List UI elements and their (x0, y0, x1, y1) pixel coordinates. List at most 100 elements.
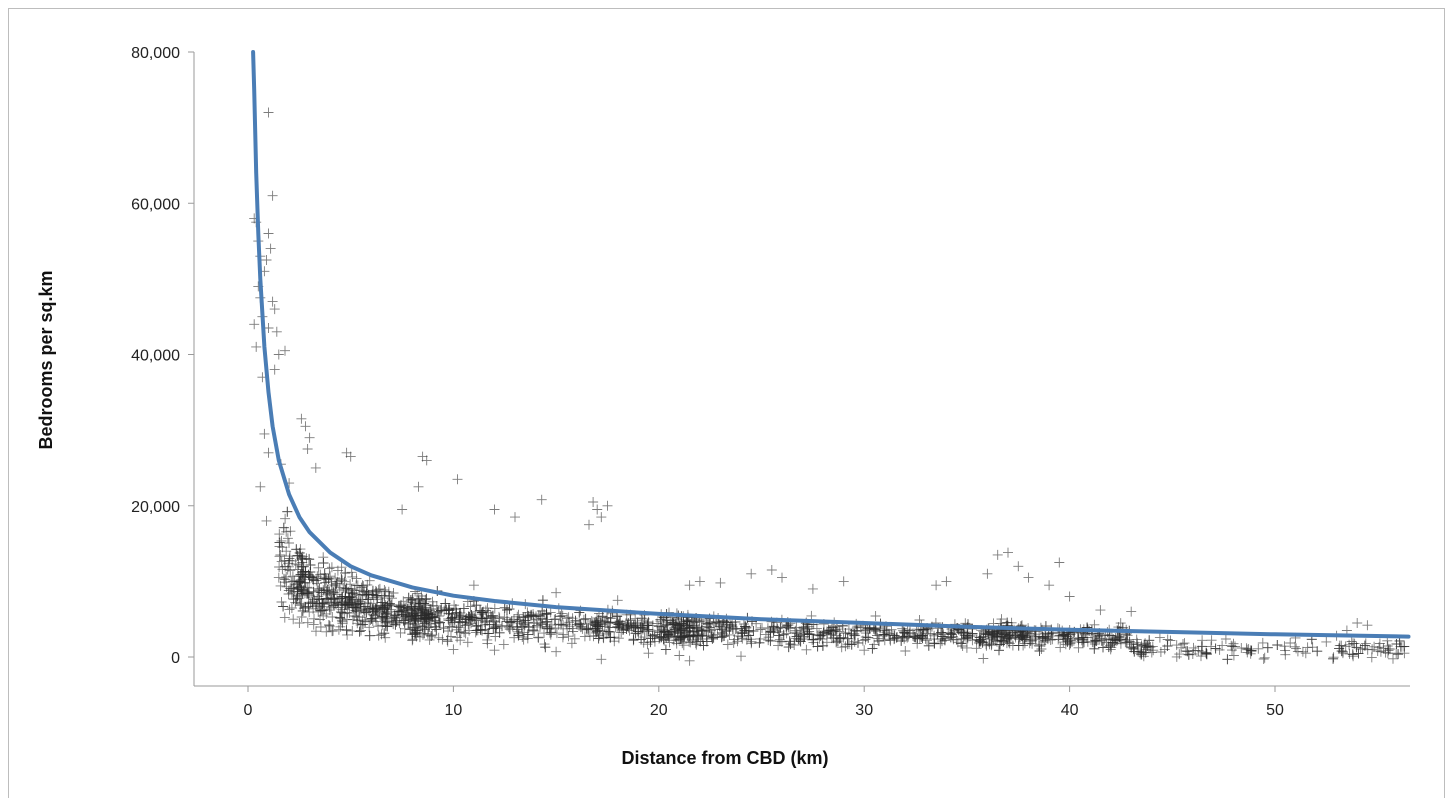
data-point (417, 451, 428, 462)
data-point (555, 611, 566, 622)
data-point (1336, 646, 1347, 657)
data-point (1095, 605, 1106, 616)
data-point (263, 447, 274, 458)
data-point (371, 605, 382, 616)
data-point (278, 522, 289, 533)
data-point (1236, 643, 1247, 653)
data-point (716, 623, 727, 634)
data-point (356, 625, 366, 636)
data-point (533, 632, 544, 643)
data-point (801, 644, 812, 655)
data-point (588, 497, 599, 507)
data-point (704, 622, 715, 633)
data-point (490, 622, 501, 633)
data-point (347, 601, 358, 612)
data-point (1114, 632, 1125, 643)
data-point (489, 504, 500, 515)
data-point (836, 642, 847, 653)
data-point (332, 565, 343, 576)
data-point (625, 615, 636, 626)
data-point (908, 630, 918, 641)
data-point (1307, 642, 1318, 653)
data-point (1042, 634, 1053, 645)
axes-layer (193, 52, 1410, 687)
data-point (846, 639, 857, 650)
data-point (974, 637, 985, 648)
data-point (941, 576, 952, 587)
data-point (1347, 649, 1358, 660)
data-point (1353, 648, 1364, 659)
data-point (497, 621, 507, 632)
data-point (978, 653, 989, 664)
data-point (450, 604, 461, 614)
data-point (370, 604, 381, 615)
data-point (513, 609, 524, 620)
data-point (273, 349, 284, 360)
data-point (662, 619, 672, 630)
data-point (982, 568, 993, 579)
data-point (778, 629, 789, 640)
data-point (489, 645, 500, 656)
data-point (596, 512, 607, 523)
data-point (307, 597, 318, 608)
data-point (541, 609, 552, 620)
data-point (867, 643, 878, 654)
data-point (777, 572, 787, 583)
data-point (1220, 634, 1231, 644)
data-point (596, 654, 607, 665)
data-point (342, 614, 352, 625)
chart-frame (8, 8, 1445, 798)
data-point (869, 624, 880, 635)
data-point (814, 629, 825, 640)
data-point (311, 626, 321, 637)
x-tick-label: 10 (445, 702, 463, 719)
data-point (899, 627, 910, 638)
data-point (528, 609, 539, 620)
data-point (275, 580, 286, 591)
data-point (1146, 647, 1157, 658)
x-tick-label: 50 (1266, 702, 1284, 719)
data-point (645, 637, 656, 648)
data-point (1372, 646, 1383, 656)
data-point (420, 608, 431, 619)
data-point (1217, 640, 1228, 651)
data-point (1201, 649, 1212, 660)
data-point (1054, 557, 1065, 568)
data-point (1290, 641, 1300, 652)
data-point (354, 585, 365, 596)
data-point (536, 619, 546, 630)
data-point (1393, 649, 1404, 659)
data-point (283, 589, 294, 599)
data-point (1030, 631, 1041, 642)
data-point (489, 603, 500, 614)
data-point (739, 625, 750, 636)
data-point (319, 568, 330, 579)
data-point (465, 612, 476, 623)
data-point (873, 636, 884, 646)
data-point (1228, 638, 1239, 649)
data-point (1136, 649, 1147, 660)
data-point (403, 592, 414, 603)
data-point (334, 612, 345, 623)
data-point (403, 618, 414, 628)
data-point (294, 576, 305, 587)
data-point (1227, 645, 1237, 656)
data-point (1360, 638, 1371, 649)
data-point (740, 621, 751, 632)
data-point (1246, 646, 1257, 657)
data-point (337, 575, 348, 586)
data-point (917, 633, 928, 644)
data-point (332, 576, 343, 587)
data-point (775, 622, 786, 633)
data-point (1367, 644, 1378, 655)
data-point (251, 341, 262, 352)
data-point (488, 610, 499, 621)
data-point (580, 613, 591, 624)
data-point (925, 629, 936, 640)
data-point (412, 613, 423, 624)
data-point (288, 594, 299, 605)
data-point (567, 623, 578, 634)
data-point (274, 541, 285, 552)
data-point (287, 555, 298, 566)
data-point (438, 623, 449, 634)
